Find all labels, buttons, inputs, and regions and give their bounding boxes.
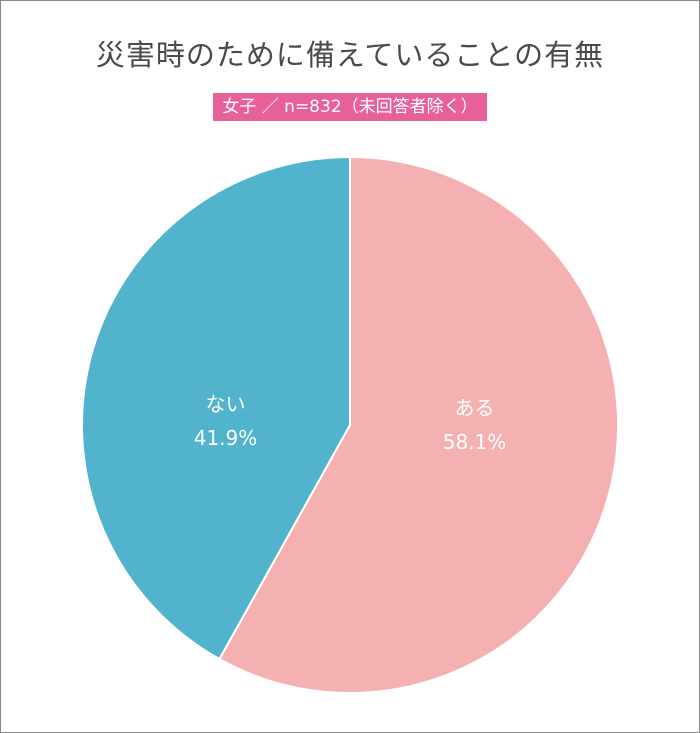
pie-labels: ある 58.1% ない 41.9% — [194, 392, 507, 454]
slice-category-label-1: ない — [206, 392, 246, 416]
slice-value-label-0: 58.1% — [443, 430, 507, 454]
subtitle-wrap: 女子 ／ n=832（未回答者除く） — [0, 93, 700, 121]
chart-subtitle-badge: 女子 ／ n=832（未回答者除く） — [213, 93, 487, 121]
slice-category-label-0: ある — [454, 396, 494, 420]
pie-slices — [81, 156, 620, 694]
chart-title: 災害時のために備えていることの有無 — [95, 38, 605, 72]
pie-slice-1 — [81, 156, 351, 661]
slice-value-label-1: 41.9% — [194, 426, 258, 450]
pie-slice-0 — [218, 156, 620, 694]
